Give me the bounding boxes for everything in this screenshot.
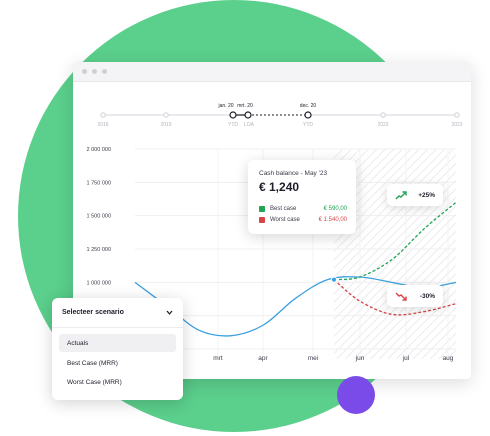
scenario-dropdown[interactable]: Selecteer scenario Actuals Best Case (MR… bbox=[52, 298, 183, 400]
tooltip-row-worst: Worst case € 1.540,00 bbox=[259, 217, 347, 223]
scenario-option-best-case[interactable]: Best Case (MRR) bbox=[67, 359, 118, 367]
best-case-label: Best case bbox=[270, 206, 297, 212]
series-worst-case-line bbox=[333, 279, 457, 316]
timeline-track bbox=[100, 111, 460, 119]
focus-point bbox=[330, 276, 338, 283]
trend-up-icon bbox=[395, 190, 407, 199]
timeline-handle bbox=[304, 111, 312, 119]
tooltip-value: € 1,240 bbox=[259, 180, 300, 194]
y-tick-label: 1 250 000 bbox=[87, 247, 111, 253]
timeline-tick: 2022 bbox=[377, 122, 389, 128]
series-actual-line bbox=[134, 276, 457, 337]
window-dot[interactable] bbox=[92, 69, 97, 74]
timeline-tick: LOA bbox=[243, 122, 255, 128]
series-best-case-line bbox=[333, 201, 457, 281]
worst-case-value: € 1.540,00 bbox=[318, 217, 347, 223]
tooltip-title: Cash balance - May '23 bbox=[259, 170, 328, 177]
y-tick-label: 2 000 000 bbox=[87, 147, 111, 153]
scenario-dropdown-title: Selecteer scenario bbox=[62, 309, 124, 316]
x-tick-label: mrt bbox=[213, 355, 223, 362]
chevron-down-icon[interactable] bbox=[166, 310, 173, 315]
scenario-option-actuals[interactable]: Actuals bbox=[59, 334, 176, 352]
timeline-marker: dec. 20 bbox=[299, 103, 317, 109]
timeline-tick: 2019 bbox=[160, 122, 172, 128]
timeline-handle bbox=[229, 111, 237, 119]
worst-case-percent: -30% bbox=[419, 292, 435, 300]
window-titlebar bbox=[73, 62, 471, 82]
x-tick-label: apr bbox=[258, 355, 268, 362]
tooltip-card: Cash balance - May '23 € 1,240 Best case… bbox=[248, 160, 356, 234]
timeline-tick: 2016 bbox=[97, 122, 109, 128]
window-dot[interactable] bbox=[102, 69, 107, 74]
x-tick-label: mei bbox=[308, 355, 318, 362]
y-tick-label: 1 500 000 bbox=[87, 214, 111, 220]
timeline-tick: YTD bbox=[228, 122, 238, 128]
timeline-tick: YTD bbox=[303, 122, 313, 128]
worst-case-swatch bbox=[259, 217, 265, 223]
y-tick-label: 1 000 000 bbox=[87, 280, 111, 286]
best-case-percent: +25% bbox=[418, 191, 435, 199]
timeline-marker: jan. 20 bbox=[218, 103, 234, 109]
scenario-dropdown-header[interactable]: Selecteer scenario bbox=[52, 298, 183, 328]
y-tick-label: 1 750 000 bbox=[87, 180, 111, 186]
timeline-slider[interactable]: jan. 20 mrt. 20 dec. 20 2016 2019 YTD LO… bbox=[73, 81, 471, 133]
trend-down-icon bbox=[395, 292, 407, 301]
timeline-handle bbox=[244, 111, 252, 119]
scenario-option-worst-case[interactable]: Worst Case (MRR) bbox=[67, 378, 122, 386]
x-tick-label: jul bbox=[402, 355, 410, 362]
tooltip-row-best: Best case € 590,00 bbox=[259, 206, 347, 212]
timeline-tick: 2023 bbox=[451, 122, 463, 128]
x-tick-label: jun bbox=[355, 355, 365, 362]
timeline-marker: mrt. 20 bbox=[237, 103, 253, 109]
best-case-value: € 590,00 bbox=[323, 206, 347, 212]
x-tick-label: aug bbox=[443, 355, 454, 362]
worst-case-badge: -30% bbox=[387, 285, 443, 307]
best-case-badge: +25% bbox=[387, 184, 443, 206]
window-dot[interactable] bbox=[82, 69, 87, 74]
worst-case-label: Worst case bbox=[270, 217, 300, 223]
accent-dot bbox=[337, 376, 375, 414]
best-case-swatch bbox=[259, 206, 265, 212]
